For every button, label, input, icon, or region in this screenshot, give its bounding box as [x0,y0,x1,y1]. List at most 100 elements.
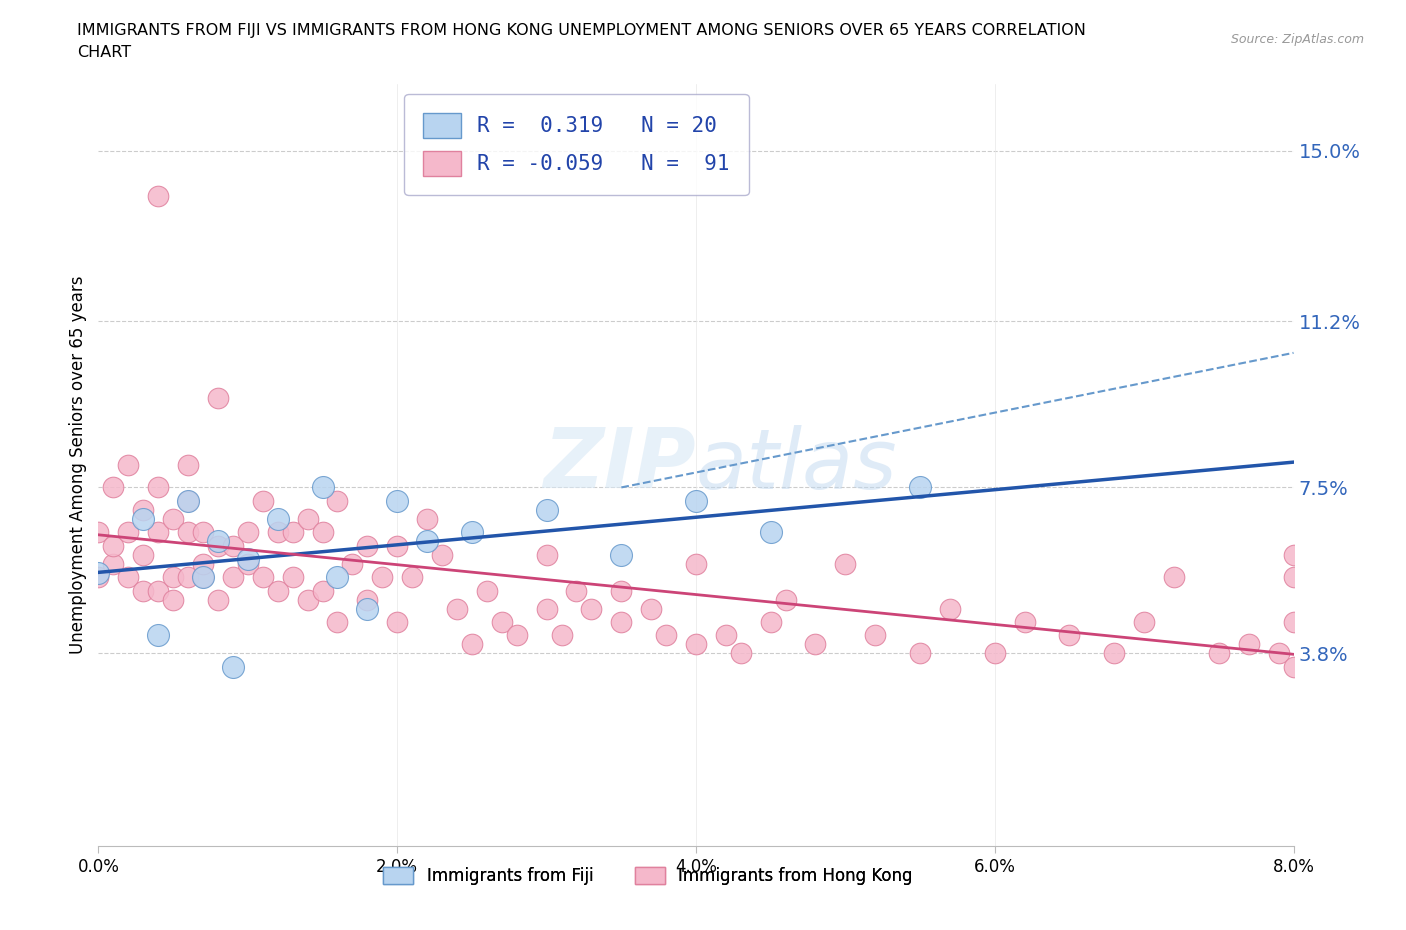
Point [581,601,603,616]
Point [550,628,572,643]
Point [117,570,139,585]
Text: CHART: CHART [77,45,131,60]
Point [1208,646,1230,661]
Text: ZIP: ZIP [543,424,696,506]
Point [191,525,214,539]
Point [385,494,409,509]
Point [222,538,245,553]
Point [87,565,110,580]
Point [714,628,737,643]
Point [759,615,782,630]
Point [685,494,707,509]
Point [191,570,214,585]
Point [775,592,797,607]
Point [236,556,259,571]
Point [191,570,214,585]
Point [536,502,558,517]
Point [191,556,214,571]
Point [148,480,170,495]
Point [416,512,439,526]
Point [1163,570,1185,585]
Point [446,601,468,616]
Point [148,525,170,539]
Point [103,480,125,495]
Point [356,538,378,553]
Point [1267,646,1289,661]
Point [281,525,304,539]
Point [311,480,333,495]
Y-axis label: Unemployment Among Seniors over 65 years: Unemployment Among Seniors over 65 years [69,276,87,654]
Point [132,547,155,562]
Text: Source: ZipAtlas.com: Source: ZipAtlas.com [1230,33,1364,46]
Point [281,570,304,585]
Point [610,615,633,630]
Point [655,628,678,643]
Point [326,615,349,630]
Point [685,637,707,652]
Point [610,547,633,562]
Point [326,494,349,509]
Point [536,601,558,616]
Point [356,601,378,616]
Text: atlas: atlas [696,424,897,506]
Point [252,570,274,585]
Point [177,570,200,585]
Point [162,512,184,526]
Point [908,480,931,495]
Point [132,583,155,598]
Point [297,512,319,526]
Point [207,391,229,405]
Point [1282,659,1305,674]
Point [1237,637,1260,652]
Point [207,592,229,607]
Point [132,502,155,517]
Point [491,615,513,630]
Point [148,583,170,598]
Point [385,538,409,553]
Point [385,615,409,630]
Point [865,628,887,643]
Point [267,583,290,598]
Point [685,556,707,571]
Point [984,646,1007,661]
Point [461,525,484,539]
Point [162,592,184,607]
Point [1059,628,1081,643]
Point [162,570,184,585]
Point [222,570,245,585]
Point [401,570,423,585]
Point [430,547,453,562]
Point [222,659,245,674]
Point [103,538,125,553]
Point [148,189,170,204]
Point [117,525,139,539]
Point [148,628,170,643]
Point [461,637,484,652]
Point [1104,646,1126,661]
Point [177,525,200,539]
Point [356,592,378,607]
Point [640,601,662,616]
Point [475,583,498,598]
Point [236,525,259,539]
Point [326,570,349,585]
Point [252,494,274,509]
Point [177,458,200,472]
Point [1014,615,1036,630]
Point [1282,547,1305,562]
Point [416,534,439,549]
Point [207,538,229,553]
Point [87,570,110,585]
Point [177,494,200,509]
Point [565,583,588,598]
Point [610,583,633,598]
Point [908,646,931,661]
Point [311,525,333,539]
Legend: Immigrants from Fiji, Immigrants from Hong Kong: Immigrants from Fiji, Immigrants from Ho… [377,860,920,891]
Point [759,525,782,539]
Point [834,556,856,571]
Point [536,547,558,562]
Text: IMMIGRANTS FROM FIJI VS IMMIGRANTS FROM HONG KONG UNEMPLOYMENT AMONG SENIORS OVE: IMMIGRANTS FROM FIJI VS IMMIGRANTS FROM … [77,23,1087,38]
Point [730,646,752,661]
Point [1133,615,1156,630]
